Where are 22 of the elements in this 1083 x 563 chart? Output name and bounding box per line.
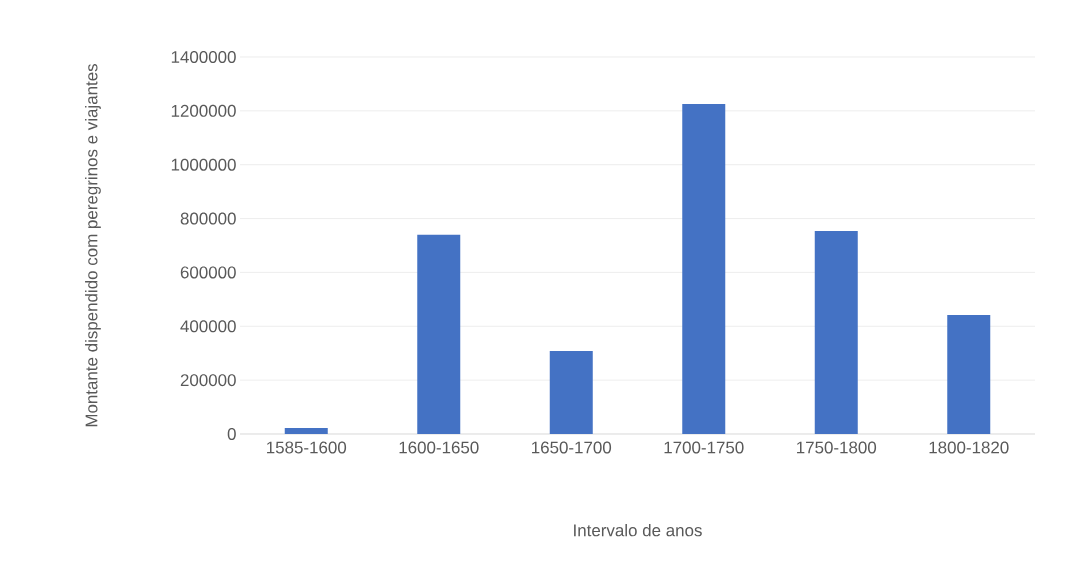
x-tick-label: 1600-1650 [399,441,479,454]
y-tick-label: 200000 [180,374,236,387]
y-tick-label: 600000 [180,266,236,279]
x-tick-label: 1750-1800 [797,441,877,454]
bar [682,104,726,434]
y-tick-label: 400000 [180,320,236,333]
x-tick-label: 1585-1600 [267,441,347,454]
bar [549,351,593,434]
y-tick-label: 1000000 [171,158,236,171]
x-tick-label: 1700-1750 [664,441,744,454]
bar [947,314,991,434]
bar [417,234,461,434]
x-axis-title: Intervalo de anos [574,523,702,537]
x-tick-label: 1650-1700 [532,441,612,454]
y-axis-title: Montante dispendido com peregrinos e viajantes [85,63,101,427]
y-tick-label: 800000 [180,212,236,225]
y-tick-label: 0 [227,427,236,440]
y-tick-label: 1200000 [171,104,236,117]
x-tick-label: 1800-1820 [929,441,1009,454]
bar [814,230,858,434]
y-tick-label: 1400000 [171,50,236,63]
bar [284,428,328,434]
